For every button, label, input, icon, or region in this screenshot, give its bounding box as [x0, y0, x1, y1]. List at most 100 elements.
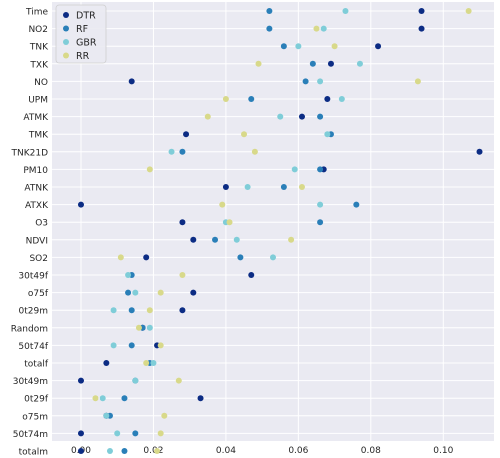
data-point-gbr [291, 166, 298, 173]
data-point-rr [414, 78, 421, 85]
x-tick-label: 0.04 [216, 446, 236, 456]
y-tick-label: o75m [22, 412, 48, 422]
data-point-rr [157, 430, 164, 437]
legend-label-gbr: GBR [76, 38, 97, 49]
data-point-dtr [298, 113, 305, 120]
data-point-rr [157, 342, 164, 349]
legend-box [55, 4, 107, 64]
y-tick-label: TMK [28, 131, 49, 141]
y-tick-label: 0t29f [24, 395, 49, 405]
data-point-rr [222, 96, 229, 102]
data-point-rf [128, 342, 135, 349]
data-point-dtr [103, 360, 110, 366]
data-point-rf [212, 236, 219, 243]
legend: DTR RF GBR RR [55, 4, 107, 64]
data-point-dtr [222, 184, 229, 190]
data-point-rf [317, 113, 324, 120]
data-point-gbr [132, 289, 139, 296]
data-point-gbr [342, 8, 349, 14]
data-point-rr [143, 360, 150, 366]
data-point-rf [121, 448, 128, 454]
data-point-gbr [146, 324, 153, 331]
legend-label-dtr: DTR [76, 11, 96, 22]
y-tick-label: o75f [28, 289, 49, 299]
data-point-dtr [179, 307, 186, 314]
data-point-dtr [248, 272, 255, 278]
x-tick-label: 0.02 [143, 446, 163, 456]
data-point-gbr [277, 113, 284, 120]
y-tick-label: TNK [29, 43, 49, 53]
x-tick-label: 0.10 [433, 446, 453, 456]
y-tick-label: UPM [28, 96, 48, 106]
data-point-dtr [128, 78, 135, 85]
y-tick-label: Time [25, 8, 48, 18]
data-point-rf [128, 307, 135, 314]
data-point-gbr [317, 201, 324, 208]
y-tick-label: ATMK [23, 113, 49, 123]
data-point-gbr [168, 148, 175, 155]
data-point-rr [204, 113, 211, 120]
data-point-dtr [183, 131, 190, 138]
y-tick-label: totalf [24, 360, 49, 370]
plot-background [52, 2, 494, 441]
y-tick-label: ATXK [25, 201, 49, 211]
data-point-dtr [77, 448, 84, 454]
data-point-rr [251, 148, 258, 155]
data-points [77, 8, 483, 454]
y-tick-label: NO [34, 78, 48, 88]
y-tick-label: NDVI [26, 236, 48, 246]
y-tick-label: PM10 [23, 166, 48, 176]
data-point-dtr [77, 201, 84, 208]
data-point-rf [302, 78, 309, 85]
data-point-rr [92, 395, 99, 402]
data-point-rf [266, 25, 273, 32]
y-tick-label: 0t29m [19, 307, 48, 317]
data-point-rr [313, 25, 320, 32]
data-point-rr [219, 201, 226, 208]
data-point-rf [248, 96, 255, 102]
y-tick-label: NO2 [28, 25, 48, 35]
y-tick-label: 30t49f [18, 272, 48, 282]
data-point-gbr [114, 430, 121, 437]
data-point-gbr [132, 377, 139, 384]
data-point-gbr [244, 184, 251, 190]
y-tick-label: TXK [29, 60, 49, 70]
data-point-rr [241, 131, 248, 138]
data-point-dtr [418, 25, 425, 32]
data-point-rf [125, 289, 132, 296]
y-tick-label: 50t74m [13, 430, 48, 440]
data-point-rr [331, 43, 338, 50]
data-point-rr [226, 219, 233, 226]
data-point-gbr [233, 236, 240, 243]
data-point-gbr [338, 96, 345, 102]
data-point-gbr [106, 448, 113, 454]
x-tick-label: 0.06 [288, 446, 308, 456]
legend-marker-rr [63, 52, 69, 59]
x-tick-label: 0.08 [361, 446, 381, 456]
data-point-gbr [125, 272, 132, 278]
data-point-gbr [317, 78, 324, 85]
data-point-rr [465, 8, 472, 14]
data-point-rf [266, 8, 273, 14]
y-tick-label: 30t49m [13, 377, 48, 387]
data-point-rf [280, 184, 287, 190]
data-point-rr [154, 448, 161, 454]
data-point-gbr [103, 412, 110, 419]
y-tick-label: O3 [35, 219, 48, 229]
data-point-dtr [327, 60, 334, 67]
data-point-rf [237, 254, 244, 261]
y-tick-label: 50t74f [18, 342, 48, 352]
data-point-dtr [375, 43, 382, 50]
data-point-rr [175, 377, 182, 384]
data-point-rf [280, 43, 287, 50]
data-point-rr [288, 236, 295, 243]
y-tick-label: TNK21D [10, 148, 48, 158]
data-point-rr [161, 412, 168, 419]
data-point-rr [179, 272, 186, 278]
data-point-dtr [179, 219, 186, 226]
data-point-dtr [190, 236, 197, 243]
y-tick-labels: Time NO2 TNK TXK NO UPM ATMK TMK TNK21D PM10 ATNK A… [10, 8, 49, 458]
data-point-rf [353, 201, 360, 208]
data-point-dtr [197, 395, 204, 402]
